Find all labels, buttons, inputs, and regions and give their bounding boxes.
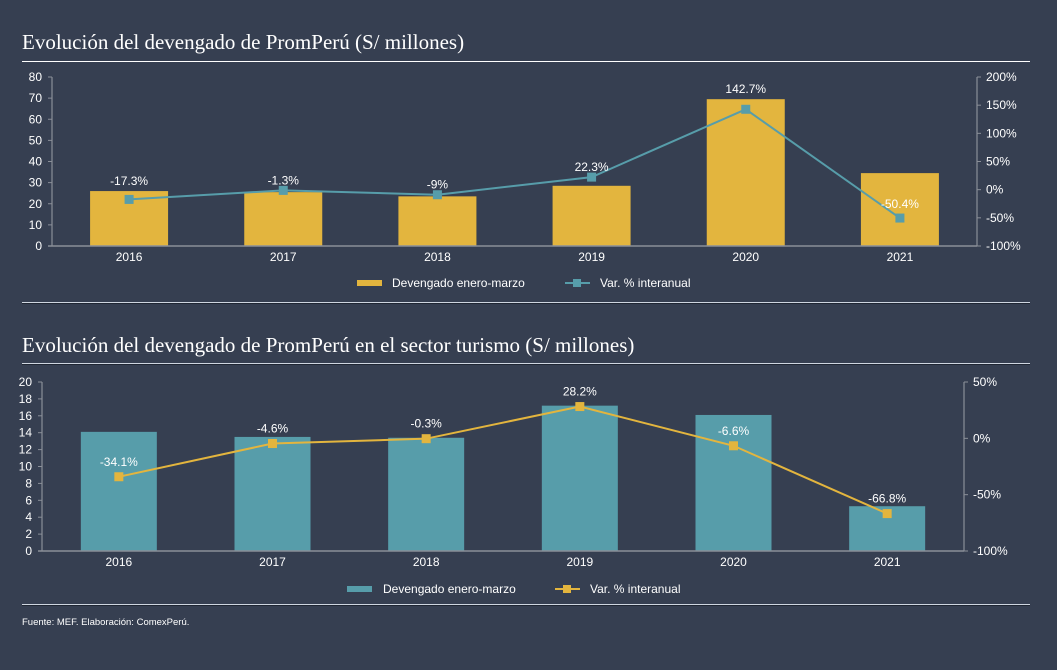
left-axis-tick-label: 14: [19, 426, 33, 440]
right-axis-tick-label: 50%: [986, 155, 1010, 169]
x-axis-tick-label: 2017: [259, 555, 286, 569]
left-axis-tick-label: 2: [25, 527, 32, 541]
right-axis-tick-label: 100%: [986, 126, 1017, 140]
left-axis-tick-label: 6: [25, 493, 32, 507]
chart2-title: Evolución del devengado de PromPerú en e…: [22, 333, 635, 357]
left-axis-tick-label: 8: [25, 476, 32, 490]
source-note: Fuente: MEF. Elaboración: ComexPerú.: [22, 617, 190, 628]
chart1-title: Evolución del devengado de PromPerú (S/ …: [22, 30, 465, 54]
line-marker-2021: [882, 509, 892, 519]
legend-bar-swatch: [357, 280, 382, 286]
bar-2017: [234, 436, 311, 551]
legend-line-marker: [563, 585, 571, 593]
legend-line-marker: [573, 279, 581, 287]
bar-2019: [552, 185, 631, 246]
x-axis-tick-label: 2021: [874, 555, 901, 569]
line-marker-2018: [432, 190, 442, 200]
line-marker-2017: [278, 185, 288, 195]
left-axis-tick-label: 40: [29, 155, 43, 169]
line-marker-2019: [587, 172, 597, 182]
line-marker-2017: [268, 439, 277, 449]
legend-bar-swatch: [347, 586, 372, 592]
chart1-title-rule: [22, 61, 1030, 62]
x-axis-tick-label: 2019: [566, 555, 593, 569]
right-axis-tick-label: -100%: [986, 239, 1021, 253]
left-axis-tick-label: 16: [19, 409, 33, 423]
right-axis-tick-label: -50%: [973, 488, 1001, 502]
left-axis-tick-label: 20: [29, 197, 43, 211]
x-axis-tick-label: 2020: [720, 555, 747, 569]
left-axis-tick-label: 0: [35, 239, 42, 253]
legend-bar-label: Devengado enero-marzo: [383, 582, 516, 596]
bar-2020: [695, 414, 772, 551]
bar-2017: [244, 192, 323, 246]
bar-2018: [388, 437, 465, 551]
data-label-2020: 142.7%: [725, 82, 766, 96]
left-axis-tick-label: 10: [19, 460, 33, 474]
data-label-2020: -6.6%: [718, 424, 750, 438]
left-axis-tick-label: 18: [19, 392, 33, 406]
x-axis-tick-label: 2020: [732, 250, 759, 264]
left-axis-tick-label: 80: [29, 70, 43, 84]
data-label-2018: -0.3%: [410, 417, 442, 431]
data-label-2019: 22.3%: [575, 160, 609, 174]
chart1-plot: 0 10 20 30 40 50 60 70 80 -100% -50% 0% 50% 100% 150% 2…: [29, 70, 1021, 290]
data-label-2017: -1.3%: [268, 173, 300, 187]
right-axis-tick-label: -100%: [973, 544, 1008, 558]
x-axis-tick-label: 2016: [116, 250, 143, 264]
left-axis-tick-label: 60: [29, 112, 43, 126]
right-axis-tick-label: 50%: [973, 375, 997, 389]
legend-line-label: Var. % interanual: [590, 582, 681, 596]
chart2-plot: 0 2 4 6 8 10 12 14 16 18 20 -100% -50% 0% 50% 2016 2017 2…: [19, 375, 1008, 596]
legend-line-label: Var. % interanual: [600, 276, 691, 290]
x-axis-tick-label: 2018: [413, 555, 440, 569]
right-axis-tick-label: -50%: [986, 211, 1014, 225]
x-axis-tick-label: 2016: [105, 555, 132, 569]
line-marker-2016: [124, 194, 134, 204]
right-axis-tick-label: 200%: [986, 70, 1017, 84]
left-axis-tick-label: 70: [29, 91, 43, 105]
line-marker-2021: [895, 213, 905, 223]
data-label-2019: 28.2%: [563, 385, 597, 399]
right-axis-tick-label: 150%: [986, 98, 1017, 112]
left-axis-tick-label: 12: [19, 443, 33, 457]
chart2-title-rule: [22, 363, 1030, 364]
x-axis-tick-label: 2018: [424, 250, 451, 264]
bar-2018: [398, 196, 477, 246]
line-marker-2019: [575, 402, 585, 412]
left-axis-tick-label: 50: [29, 133, 43, 147]
bar-2016: [80, 431, 157, 551]
line-series-var: [118, 405, 888, 515]
bar-2020: [706, 99, 785, 247]
right-axis-tick-label: 0%: [986, 183, 1004, 197]
data-label-2021: -66.8%: [868, 492, 906, 506]
left-axis-tick-label: 20: [19, 375, 33, 389]
data-label-2016: -17.3%: [110, 174, 148, 188]
footer-divider: [22, 604, 1030, 605]
data-label-2016: -34.1%: [100, 455, 138, 469]
bar-2021: [860, 173, 939, 246]
line-marker-2020: [741, 104, 751, 114]
left-axis-tick-label: 0: [25, 544, 32, 558]
right-axis-tick-label: 0%: [973, 431, 991, 445]
x-axis-tick-label: 2021: [887, 250, 914, 264]
x-axis-tick-label: 2017: [270, 250, 297, 264]
legend-bar-label: Devengado enero-marzo: [392, 276, 525, 290]
line-marker-2016: [114, 472, 124, 482]
left-axis-tick-label: 4: [25, 510, 32, 524]
data-label-2021: -50.4%: [881, 197, 919, 211]
left-axis-tick-label: 10: [29, 218, 43, 232]
line-marker-2020: [729, 441, 738, 451]
left-axis-tick-label: 30: [29, 176, 43, 190]
line-series-var: [129, 108, 901, 219]
x-axis-tick-label: 2019: [578, 250, 605, 264]
bar-2019: [541, 405, 618, 551]
data-label-2018: -9%: [427, 178, 449, 192]
line-marker-2018: [421, 434, 431, 444]
section-divider: [22, 302, 1030, 303]
data-label-2017: -4.6%: [257, 422, 289, 436]
